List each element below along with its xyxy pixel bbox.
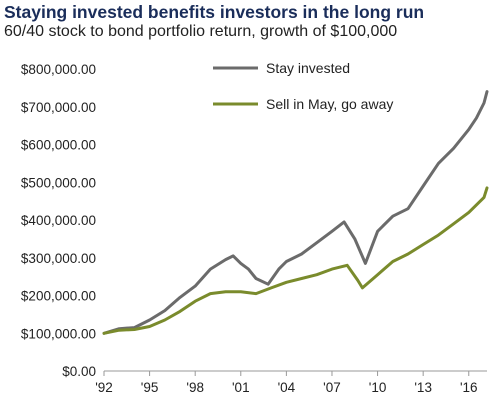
- x-tick-label: '16: [460, 380, 478, 395]
- y-tick-label: $400,000.00: [21, 213, 96, 228]
- y-tick-label: $100,000.00: [21, 326, 96, 341]
- y-tick-label: $500,000.00: [21, 175, 96, 190]
- series-lines: [102, 90, 489, 335]
- y-tick-label: $700,000.00: [21, 100, 96, 115]
- x-tick-label: '92: [95, 380, 113, 395]
- legend: Stay invested Sell in May, go away: [213, 60, 393, 112]
- series-line-1: [102, 186, 489, 335]
- y-tick-label: $600,000.00: [21, 138, 96, 153]
- chart-title: Staying invested benefits investors in t…: [4, 2, 425, 22]
- x-tick-label: '95: [141, 380, 159, 395]
- y-tick-label: $0.00: [62, 364, 96, 379]
- x-axis: '92 '95 '98 '01 '04 '07 '10 '13 '16: [95, 370, 487, 395]
- y-axis: $0.00 $100,000.00 $200,000.00 $300,000.00 $4…: [21, 62, 96, 379]
- x-tick-label: '04: [278, 380, 296, 395]
- x-tick-label: '13: [414, 380, 432, 395]
- legend-label: Sell in May, go away: [266, 96, 393, 112]
- series-line-0: [102, 90, 489, 335]
- chart-subtitle: 60/40 stock to bond portfolio return, gr…: [4, 23, 398, 40]
- x-tick-label: '07: [323, 380, 341, 395]
- x-tick-label: '98: [186, 380, 204, 395]
- y-tick-label: $300,000.00: [21, 251, 96, 266]
- legend-label: Stay invested: [266, 60, 350, 76]
- y-tick-label: $200,000.00: [21, 289, 96, 304]
- y-tick-label: $800,000.00: [21, 62, 96, 77]
- x-tick-label: '01: [232, 380, 250, 395]
- x-tick-label: '10: [369, 380, 387, 395]
